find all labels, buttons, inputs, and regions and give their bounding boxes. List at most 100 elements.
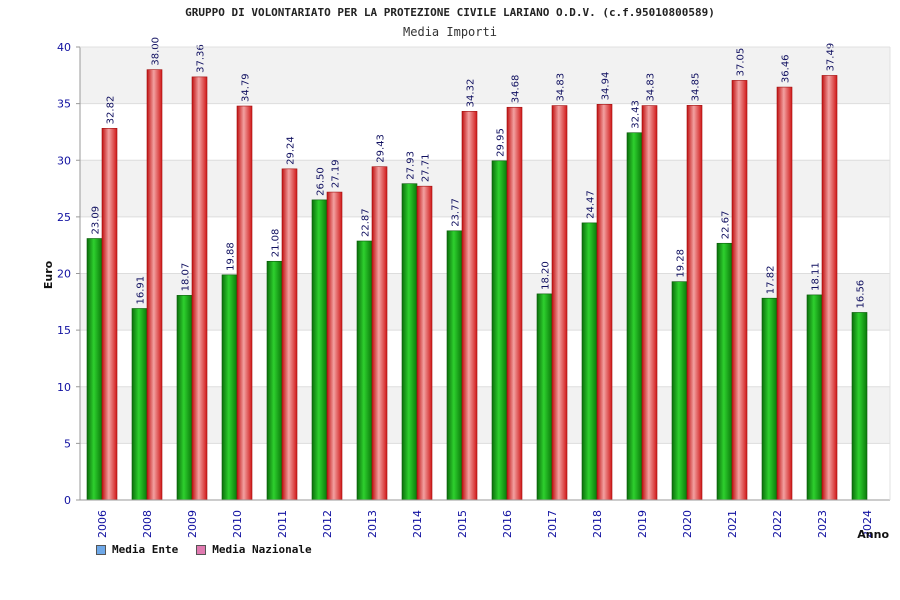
y-tick-label: 25 xyxy=(57,211,71,224)
bar-media-nazionale xyxy=(236,105,253,501)
grid-band xyxy=(80,386,890,444)
data-label-media-nazionale: 29.43 xyxy=(376,134,387,163)
bar-media-nazionale xyxy=(461,111,478,501)
bar-media-nazionale xyxy=(371,166,388,501)
x-tick-label: 2015 xyxy=(456,510,469,538)
data-label-media-nazionale: 37.05 xyxy=(736,48,747,77)
bar-media-ente xyxy=(716,242,733,501)
data-label-media-nazionale: 34.85 xyxy=(691,73,702,102)
legend-item-media-nazionale[interactable]: Media Nazionale xyxy=(196,543,312,556)
bar-media-ente xyxy=(401,183,418,501)
bar-media-ente xyxy=(581,222,598,501)
bar-media-ente xyxy=(311,199,328,501)
bar-media-ente xyxy=(266,260,283,501)
bar-media-nazionale xyxy=(596,104,613,501)
data-label-media-ente: 27.93 xyxy=(406,151,417,180)
x-tick-label: 2009 xyxy=(186,510,199,538)
x-tick-label: 2017 xyxy=(546,510,559,538)
data-label-media-ente: 18.20 xyxy=(541,261,552,290)
y-tick-label: 5 xyxy=(64,437,71,450)
data-label-media-nazionale: 36.46 xyxy=(781,54,792,83)
bar-media-nazionale xyxy=(551,105,568,501)
data-label-media-nazionale: 38.00 xyxy=(151,37,162,66)
data-label-media-nazionale: 34.83 xyxy=(646,73,657,102)
data-label-media-ente: 24.47 xyxy=(586,190,597,219)
bar-media-nazionale xyxy=(191,76,208,501)
data-label-media-nazionale: 34.94 xyxy=(601,72,612,101)
data-label-media-nazionale: 29.24 xyxy=(286,136,297,165)
data-label-media-ente: 26.50 xyxy=(316,167,327,196)
data-label-media-ente: 17.82 xyxy=(766,266,777,295)
data-label-media-nazionale: 34.83 xyxy=(556,73,567,102)
legend-swatch-media-nazionale xyxy=(196,544,207,555)
chart-subtitle: Media Importi xyxy=(403,25,497,39)
data-label-media-ente: 23.77 xyxy=(451,198,462,227)
legend-item-media-ente[interactable]: Media Ente xyxy=(96,543,178,556)
grid-band xyxy=(80,160,890,217)
data-label-media-nazionale: 34.68 xyxy=(511,75,522,104)
data-label-media-ente: 22.87 xyxy=(361,208,372,237)
bar-media-ente xyxy=(221,274,238,501)
grid-band xyxy=(80,443,890,500)
bar-media-ente xyxy=(446,230,463,501)
x-tick-label: 2018 xyxy=(591,510,604,538)
bar-media-ente xyxy=(86,238,103,501)
x-tick-label: 2011 xyxy=(276,510,289,538)
bar-media-ente xyxy=(356,240,373,501)
bar-media-ente xyxy=(176,295,193,501)
bar-media-ente xyxy=(626,132,643,501)
x-tick-label: 2010 xyxy=(231,510,244,538)
legend: Media Ente Media Nazionale xyxy=(96,543,312,556)
x-axis-label: Anno xyxy=(857,528,889,541)
data-label-media-nazionale: 34.32 xyxy=(466,79,477,108)
bar-media-nazionale xyxy=(686,105,703,501)
x-tick-label: 2012 xyxy=(321,510,334,538)
x-tick-label: 2023 xyxy=(816,510,829,538)
bar-media-nazionale xyxy=(416,185,433,501)
bar-media-nazionale xyxy=(506,106,523,501)
data-label-media-ente: 18.11 xyxy=(811,262,822,291)
data-label-media-nazionale: 27.71 xyxy=(421,154,432,183)
data-label-media-ente: 29.95 xyxy=(496,128,507,157)
chart-title: GRUPPO DI VOLONTARIATO PER LA PROTEZIONE… xyxy=(185,6,715,19)
data-label-media-nazionale: 37.36 xyxy=(196,44,207,73)
data-label-media-ente: 19.28 xyxy=(676,249,687,278)
bar-media-ente xyxy=(851,312,868,501)
bar-media-nazionale xyxy=(101,128,118,501)
y-axis-label: Euro xyxy=(42,260,55,289)
x-tick-label: 2020 xyxy=(681,510,694,538)
bar-media-ente xyxy=(131,308,148,501)
bar-media-nazionale xyxy=(146,69,163,501)
data-label-media-nazionale: 27.19 xyxy=(331,159,342,188)
y-tick-label: 0 xyxy=(64,494,71,507)
bar-media-ente xyxy=(761,297,778,501)
x-tick-label: 2016 xyxy=(501,510,514,538)
grid-band xyxy=(80,273,890,331)
bar-media-ente xyxy=(491,160,508,501)
x-tick-label: 2021 xyxy=(726,510,739,538)
y-tick-label: 10 xyxy=(57,381,71,394)
y-tick-label: 30 xyxy=(57,154,71,167)
bar-media-ente xyxy=(671,281,688,501)
data-label-media-ente: 21.08 xyxy=(271,229,282,258)
grid-band xyxy=(80,330,890,387)
legend-swatch-media-ente xyxy=(96,544,106,555)
data-label-media-ente: 19.88 xyxy=(226,242,237,271)
bar-media-nazionale xyxy=(326,191,343,501)
x-tick-label: 2013 xyxy=(366,510,379,538)
x-tick-label: 2008 xyxy=(141,510,154,538)
grid-band xyxy=(80,103,890,161)
data-label-media-nazionale: 32.82 xyxy=(106,96,117,125)
bar-media-nazionale xyxy=(641,105,658,501)
y-tick-label: 15 xyxy=(57,324,71,337)
bar-media-ente xyxy=(536,293,553,501)
x-tick-label: 2014 xyxy=(411,510,424,538)
data-label-media-ente: 16.91 xyxy=(136,276,147,305)
data-label-media-ente: 16.56 xyxy=(856,280,867,309)
bar-media-nazionale xyxy=(776,86,793,501)
x-tick-label: 2024 xyxy=(861,510,874,538)
bar-media-ente xyxy=(806,294,823,501)
y-tick-label: 20 xyxy=(57,268,71,281)
